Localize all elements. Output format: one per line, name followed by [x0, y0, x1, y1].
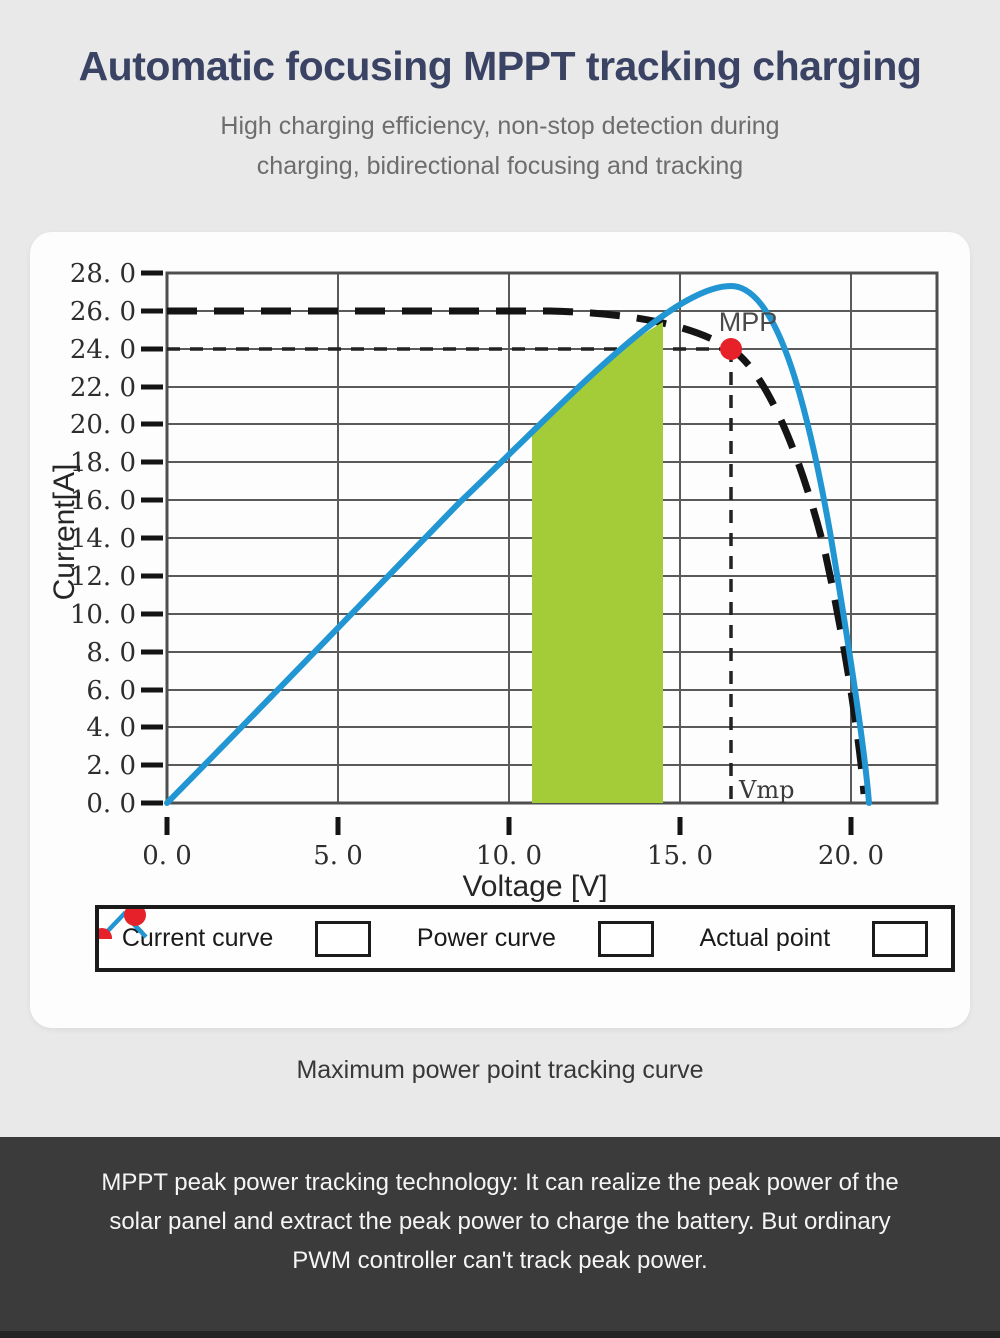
blue-peak-icon	[100, 910, 654, 957]
footer-line-3: PWM controller can't track peak power.	[292, 1247, 708, 1274]
y-axis-title: Current[A]	[48, 464, 81, 601]
svg-text:28. 0: 28. 0	[70, 259, 136, 289]
subtitle-line-2: charging, bidirectional focusing and tra…	[256, 152, 744, 180]
highlight-region	[532, 322, 663, 803]
y-axis-ticks: 28. 0 26. 0 24. 0 22. 0 20. 0 18. 0 16. …	[70, 259, 136, 819]
footer-text: MPPT peak power tracking technology: It …	[101, 1163, 898, 1280]
svg-text:10. 0: 10. 0	[476, 841, 542, 871]
page-subtitle: High charging efficiency, non-stop detec…	[0, 106, 1000, 186]
mppt-chart: MPP Vmp 28. 0 26. 0 24. 0 22. 0 20.	[48, 259, 939, 903]
mpp-label: MPP	[719, 307, 778, 337]
svg-text:6. 0: 6. 0	[86, 676, 136, 706]
footer-line-2: solar panel and extract the peak power t…	[109, 1208, 891, 1235]
svg-text:14. 0: 14. 0	[70, 524, 136, 554]
y-tick-marks	[141, 270, 163, 806]
svg-text:15. 0: 15. 0	[647, 841, 713, 871]
chart-legend: Current curve Power curve Actual point	[95, 905, 955, 972]
page-title: Automatic focusing MPPT tracking chargin…	[78, 43, 922, 89]
svg-text:2. 0: 2. 0	[86, 751, 136, 781]
legend-item-current-curve: Current curve	[100, 911, 372, 957]
header: Automatic focusing MPPT tracking chargin…	[0, 40, 1000, 186]
legend-item-actual-point: Actual point	[99, 909, 929, 957]
svg-text:5. 0: 5. 0	[313, 841, 363, 871]
x-tick-marks	[164, 817, 854, 835]
svg-text:16. 0: 16. 0	[70, 486, 136, 516]
chart-caption: Maximum power point tracking curve	[296, 1056, 704, 1084]
footer-banner: MPPT peak power tracking technology: It …	[0, 1137, 1000, 1338]
mpp-point	[720, 338, 742, 360]
x-axis-title: Voltage [V]	[462, 870, 607, 903]
red-dots-icon	[99, 909, 929, 957]
footer-line-1: MPPT peak power tracking technology: It …	[101, 1169, 899, 1196]
chart-card: MPP Vmp 28. 0 26. 0 24. 0 22. 0 20.	[30, 232, 970, 1028]
vmp-label: Vmp	[738, 776, 794, 804]
svg-text:18. 0: 18. 0	[70, 448, 136, 478]
legend-item-power-curve: Power curve	[100, 910, 654, 957]
svg-text:10. 0: 10. 0	[70, 600, 136, 630]
current-curve	[167, 307, 868, 795]
svg-text:8. 0: 8. 0	[86, 638, 136, 668]
svg-text:12. 0: 12. 0	[70, 562, 136, 592]
x-axis-ticks: 0. 0 5. 0 10. 0 15. 0 20. 0	[142, 841, 884, 871]
svg-text:0. 0: 0. 0	[142, 841, 192, 871]
svg-text:4. 0: 4. 0	[86, 713, 136, 743]
svg-text:22. 0: 22. 0	[70, 373, 136, 403]
legend-label-actual-point: Actual point	[699, 924, 831, 952]
svg-text:24. 0: 24. 0	[70, 335, 136, 365]
dashed-peak-icon	[100, 911, 372, 957]
svg-text:20. 0: 20. 0	[70, 410, 136, 440]
power-curve	[164, 282, 872, 806]
svg-text:26. 0: 26. 0	[70, 297, 136, 327]
subtitle-line-1: High charging efficiency, non-stop detec…	[220, 112, 780, 140]
svg-text:20. 0: 20. 0	[818, 841, 884, 871]
legend-label-power-curve: Power curve	[416, 924, 556, 952]
legend-label-current-curve: Current curve	[121, 924, 274, 952]
svg-text:0. 0: 0. 0	[86, 789, 136, 819]
